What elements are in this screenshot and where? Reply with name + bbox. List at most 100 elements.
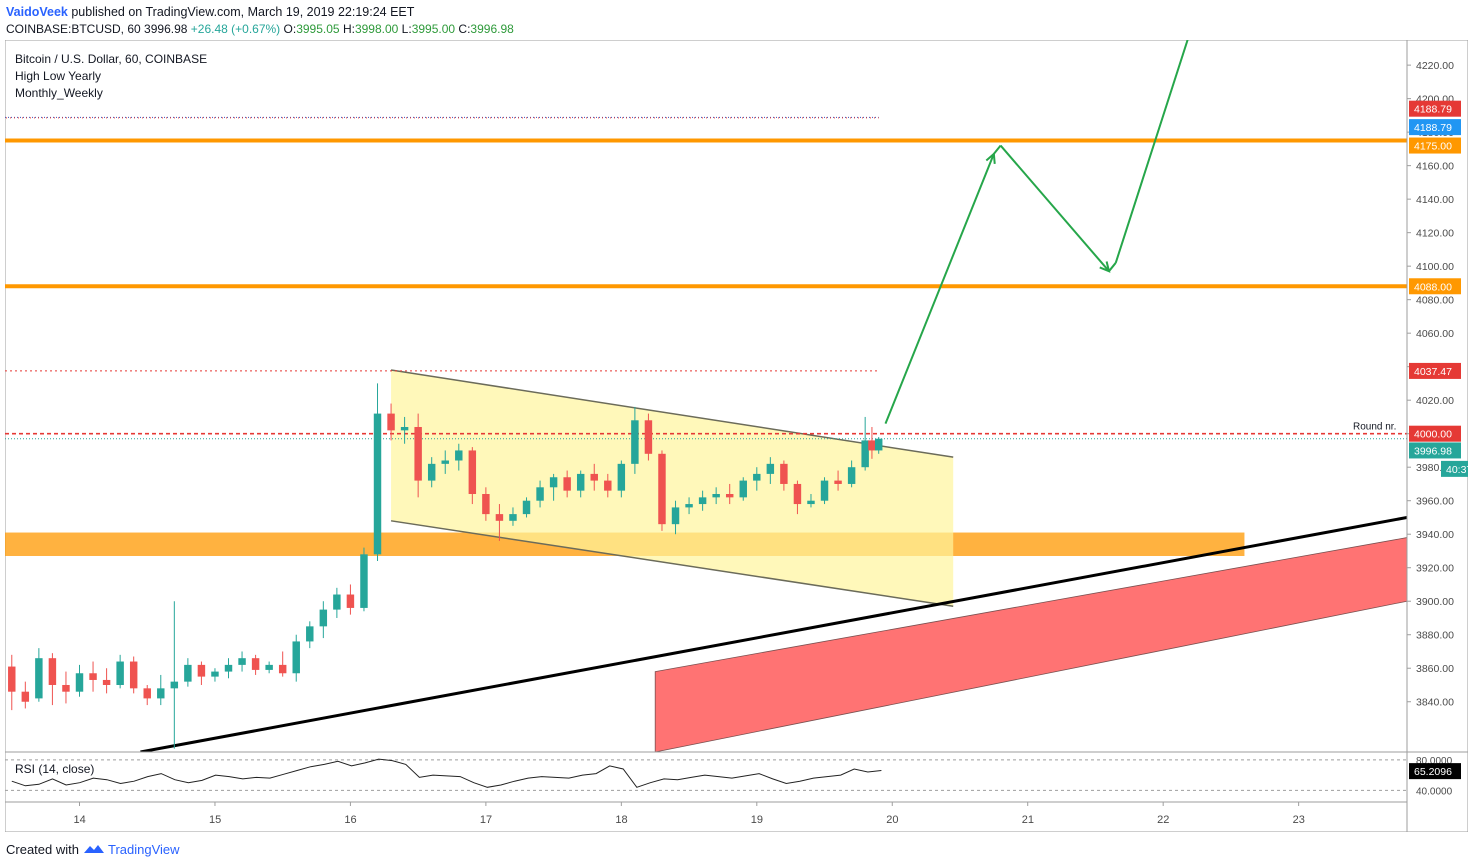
price-change: +26.48 (+0.67%): [190, 22, 281, 36]
candle-body: [631, 420, 639, 464]
price-label-text: 4037.47: [1414, 366, 1452, 378]
price-label-box: [1409, 425, 1461, 442]
candle-body: [522, 500, 531, 515]
candle-body: [834, 480, 842, 484]
candle-body: [102, 679, 111, 685]
price-label-box: [1409, 100, 1461, 117]
price-label-box: [1409, 119, 1461, 136]
candle-body: [644, 420, 653, 454]
projection-arrow-segment: [884, 153, 995, 425]
price-label-box: [1409, 362, 1461, 379]
publish-header: VaidoVeek published on TradingView.com, …: [6, 5, 414, 19]
candle-body: [224, 664, 233, 672]
projection-arrow-head: [1099, 261, 1111, 273]
candle-body: [8, 666, 16, 692]
symbol-bar: COINBASE:BTCUSD, 60 3996.98 +26.48 (+0.6…: [6, 22, 514, 36]
price-tick-label: 3860.00: [1416, 663, 1454, 675]
candle-body: [658, 453, 666, 525]
candle-body: [184, 664, 192, 682]
time-tick-label: 17: [480, 814, 492, 826]
time-tick-label: 22: [1157, 814, 1169, 826]
candle-body: [563, 477, 571, 491]
red-demand-zone: [654, 537, 1407, 752]
channel-lower-line: [390, 520, 954, 607]
candle-body: [306, 626, 314, 642]
price-label-text: 4175.00: [1414, 141, 1452, 153]
price-tick-label: 4080.00: [1416, 295, 1454, 307]
candle-body: [333, 594, 341, 610]
candle-body: [387, 413, 395, 431]
price-tick-label: 4020.00: [1416, 395, 1454, 407]
candle-body: [482, 494, 490, 515]
candle-body: [427, 463, 436, 481]
price-tick-label: 4060.00: [1416, 328, 1454, 340]
symbol-name: COINBASE:BTCUSD, 60: [6, 22, 141, 36]
footer-brand[interactable]: TradingView: [108, 842, 180, 857]
price-label-text: 4188.79: [1414, 122, 1452, 134]
open-value: 3995.05: [296, 22, 340, 36]
price-tick-label: 4100.00: [1416, 261, 1454, 273]
candle-body: [414, 426, 422, 481]
candle-body: [712, 494, 720, 498]
candle-body: [604, 480, 612, 491]
candle-body: [847, 467, 856, 484]
candle-body: [495, 514, 504, 521]
legend-indicator-2: Monthly_Weekly: [15, 86, 103, 100]
rsi-value-label: 65.2096: [1414, 766, 1452, 778]
close-value: 3996.98: [470, 22, 514, 36]
candle-body: [468, 450, 477, 495]
candle-body: [536, 487, 544, 501]
last-price: 3996.98: [144, 22, 188, 36]
time-tick-label: 19: [751, 814, 763, 826]
tradingview-logo-icon: [83, 842, 108, 857]
candle-body: [861, 440, 869, 468]
price-tick-label: 3940.00: [1416, 529, 1454, 541]
price-tick-label: 3840.00: [1416, 697, 1454, 709]
descending-channel: [391, 370, 954, 607]
price-label-text: 40:37: [1446, 464, 1468, 476]
candle-body: [617, 463, 626, 491]
candle-body: [590, 473, 598, 481]
candle-body: [116, 661, 124, 685]
legend-title: Bitcoin / U.S. Dollar, 60, COINBASE: [15, 52, 208, 66]
projection-arrow-segment: [1108, 262, 1117, 272]
rsi-lower-label: 40.0000: [1416, 786, 1453, 797]
price-tick-label: 4140.00: [1416, 194, 1454, 206]
candle-body: [549, 477, 558, 488]
open-label: O:: [283, 22, 297, 36]
time-tick-label: 14: [74, 814, 86, 826]
time-tick-label: 23: [1293, 814, 1305, 826]
price-tick-label: 3920.00: [1416, 563, 1454, 575]
time-tick-label: 20: [886, 814, 898, 826]
channel-upper-line: [390, 369, 954, 458]
candle-body: [780, 463, 788, 484]
candle-body: [739, 480, 747, 498]
candle-body: [251, 658, 260, 670]
candle-body: [360, 554, 368, 608]
high-value: 3998.00: [354, 22, 399, 36]
high-label: H:: [342, 22, 355, 36]
candle-body: [35, 658, 43, 699]
ascending-trendline: [140, 515, 1407, 752]
price-tick-label: 4120.00: [1416, 228, 1454, 240]
projection-arrow-segment: [993, 144, 1002, 155]
candle-body: [89, 673, 97, 680]
candle-body: [455, 450, 463, 461]
candle-body: [753, 473, 761, 481]
round-number-note: Round nr.: [1353, 422, 1396, 433]
low-value: 3995.00: [411, 22, 456, 36]
candle-body: [75, 673, 84, 692]
price-label-box: [1409, 137, 1461, 154]
candle-body: [129, 661, 138, 689]
price-chart[interactable]: Round nr. 3840.00 3860.00 3880.00 3900.00 39…: [5, 40, 1468, 832]
candle-body: [698, 497, 707, 505]
candle-body: [671, 507, 680, 525]
time-tick-label: 21: [1022, 814, 1034, 826]
price-tick-label: 4160.00: [1416, 161, 1454, 173]
candle-body: [48, 658, 57, 685]
projection-arrow-segment: [1114, 40, 1189, 264]
candle-body: [143, 688, 151, 699]
price-tick-label: 4220.00: [1416, 60, 1454, 72]
candle-body: [874, 438, 883, 451]
author-link[interactable]: VaidoVeek: [6, 5, 68, 19]
